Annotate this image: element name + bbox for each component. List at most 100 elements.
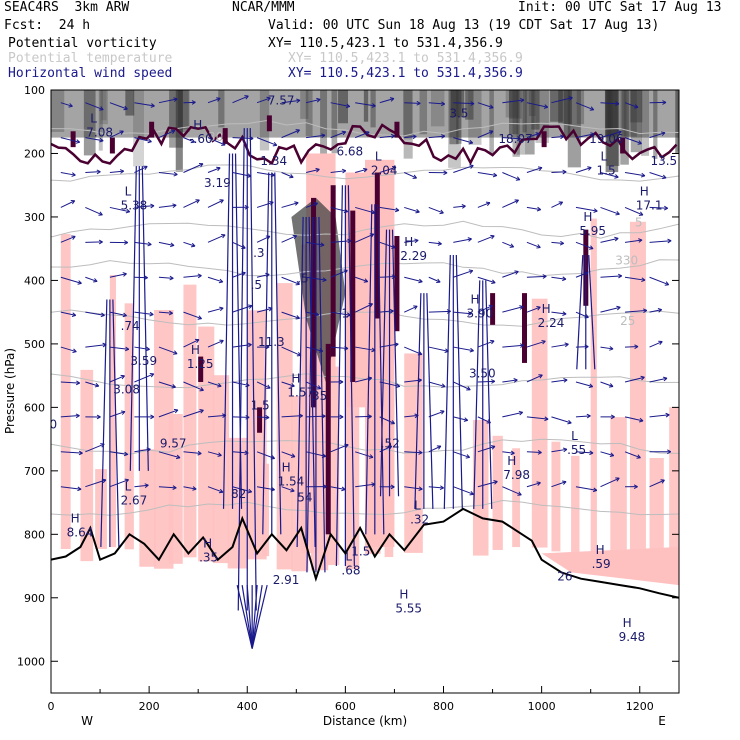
wind-arrow-head — [412, 174, 417, 179]
wind-arrow-head — [124, 346, 130, 352]
wind-arrow — [85, 381, 99, 387]
theta-contour — [51, 373, 679, 389]
wind-arrow — [232, 486, 252, 493]
wind-fan-arrow — [251, 585, 263, 649]
wind-arrow-head — [660, 479, 665, 484]
wind-arrow — [649, 414, 670, 418]
wind-arrow-head — [219, 199, 224, 204]
wind-arrow — [404, 414, 419, 418]
wind-arrow-head — [514, 270, 519, 275]
wind-arrow-head — [367, 414, 372, 419]
wind-arrow — [281, 346, 302, 356]
wind-arrow-head — [663, 205, 668, 211]
wind-arrow — [158, 98, 178, 104]
pv-shading-column — [649, 458, 664, 561]
wind-arrow — [60, 415, 80, 418]
wind-arrow-head — [149, 372, 155, 378]
wind-arrow — [502, 270, 519, 278]
wind-arrow-head — [518, 410, 524, 416]
field-name-theta: Potential temperature — [8, 51, 173, 66]
wind-arrow-head — [98, 239, 103, 245]
vertical-wind-arrow — [274, 172, 282, 535]
wind-arrow — [453, 311, 472, 315]
x-tick-label: 400 — [237, 700, 258, 713]
extrema-type-label: H — [507, 454, 516, 468]
pv-strat-streak — [449, 90, 459, 145]
wind-arrow-head — [172, 485, 177, 490]
wind-arrow — [134, 484, 149, 488]
vertical-wind-arrow — [306, 216, 314, 573]
wind-arrow — [477, 480, 498, 488]
extrema-value-label: 18.07 — [498, 132, 532, 146]
wind-arrow-head — [544, 416, 549, 422]
pv-contour-streak — [394, 235, 400, 332]
wind-arrow — [109, 273, 127, 278]
wind-arrow-head — [640, 375, 645, 381]
wind-arrow-head — [294, 201, 299, 206]
wind-arrow — [134, 311, 154, 316]
field-name-pv: Potential vorticity — [8, 36, 157, 51]
wind-arrow — [453, 165, 474, 173]
wind-arrow — [526, 102, 548, 108]
wind-arrow-head — [244, 95, 249, 100]
wind-arrow-head — [587, 166, 592, 171]
extrema-type-label: L — [375, 150, 382, 164]
wind-arrow-head — [660, 131, 666, 136]
wind-arrow — [624, 416, 644, 422]
wind-arrow-head — [640, 172, 646, 178]
wind-arrow-head — [469, 164, 474, 169]
wind-arrow-head — [519, 343, 524, 348]
wind-fan-arrow — [236, 584, 253, 649]
wind-arrow — [281, 486, 295, 492]
wind-arrow — [134, 346, 150, 350]
x-tick-label: 1000 — [528, 700, 556, 713]
pv-strat-streak — [621, 90, 627, 137]
y-tick-label: 300 — [24, 211, 45, 224]
wind-arrow-head — [584, 314, 589, 319]
wind-arrow — [600, 346, 614, 350]
wind-arrow — [158, 346, 178, 355]
wind-arrow-head — [389, 97, 395, 102]
wind-arrow-head — [173, 408, 179, 414]
pv-strat-streak — [430, 90, 445, 127]
wind-arrow — [526, 416, 549, 420]
wind-arrow — [207, 234, 226, 243]
wind-arrow — [85, 443, 105, 453]
wind-arrow-head — [119, 130, 124, 135]
vertical-wind-arrow — [588, 255, 596, 370]
wind-arrow — [600, 172, 619, 178]
pv-shading-column — [247, 310, 267, 560]
pv-strat-streak — [630, 90, 642, 153]
wind-arrow — [649, 479, 665, 488]
wind-fan-arrow — [251, 585, 258, 649]
wind-arrow — [526, 241, 541, 248]
extrema-value-label: 1.5 — [251, 398, 270, 412]
wind-arrow-head — [173, 171, 178, 177]
wind-arrow — [575, 381, 593, 388]
wind-arrow-head — [558, 201, 564, 206]
wind-arrow — [624, 172, 645, 177]
wind-arrow-head — [341, 168, 347, 174]
wind-arrow-head — [543, 104, 549, 109]
pv-strat-streak — [320, 90, 328, 169]
x-axis-label: Distance (km) — [323, 714, 407, 728]
vertical-wind-arrow — [141, 166, 149, 471]
extrema-type-label: H — [640, 184, 649, 198]
vertical-wind-arrow — [426, 293, 434, 509]
wind-arrow — [207, 199, 224, 208]
wind-arrow-head — [559, 240, 565, 246]
extrema-value-label: 1.54 — [278, 475, 305, 489]
wind-arrow — [207, 339, 224, 348]
x-end-label-east: E — [658, 714, 666, 728]
wind-arrow-head — [313, 202, 318, 207]
extrema-type-label: H — [399, 587, 408, 601]
pv-strat-streak — [419, 90, 428, 135]
wind-arrow-head — [412, 134, 417, 140]
wind-arrow-head — [568, 96, 573, 101]
wind-arrow — [60, 276, 82, 284]
wind-arrow — [502, 99, 524, 104]
wind-arrow-head — [123, 105, 128, 111]
wind-arrow-head — [413, 305, 418, 310]
extrema-value-label: 8.64 — [67, 525, 94, 539]
wind-arrow — [158, 276, 174, 279]
